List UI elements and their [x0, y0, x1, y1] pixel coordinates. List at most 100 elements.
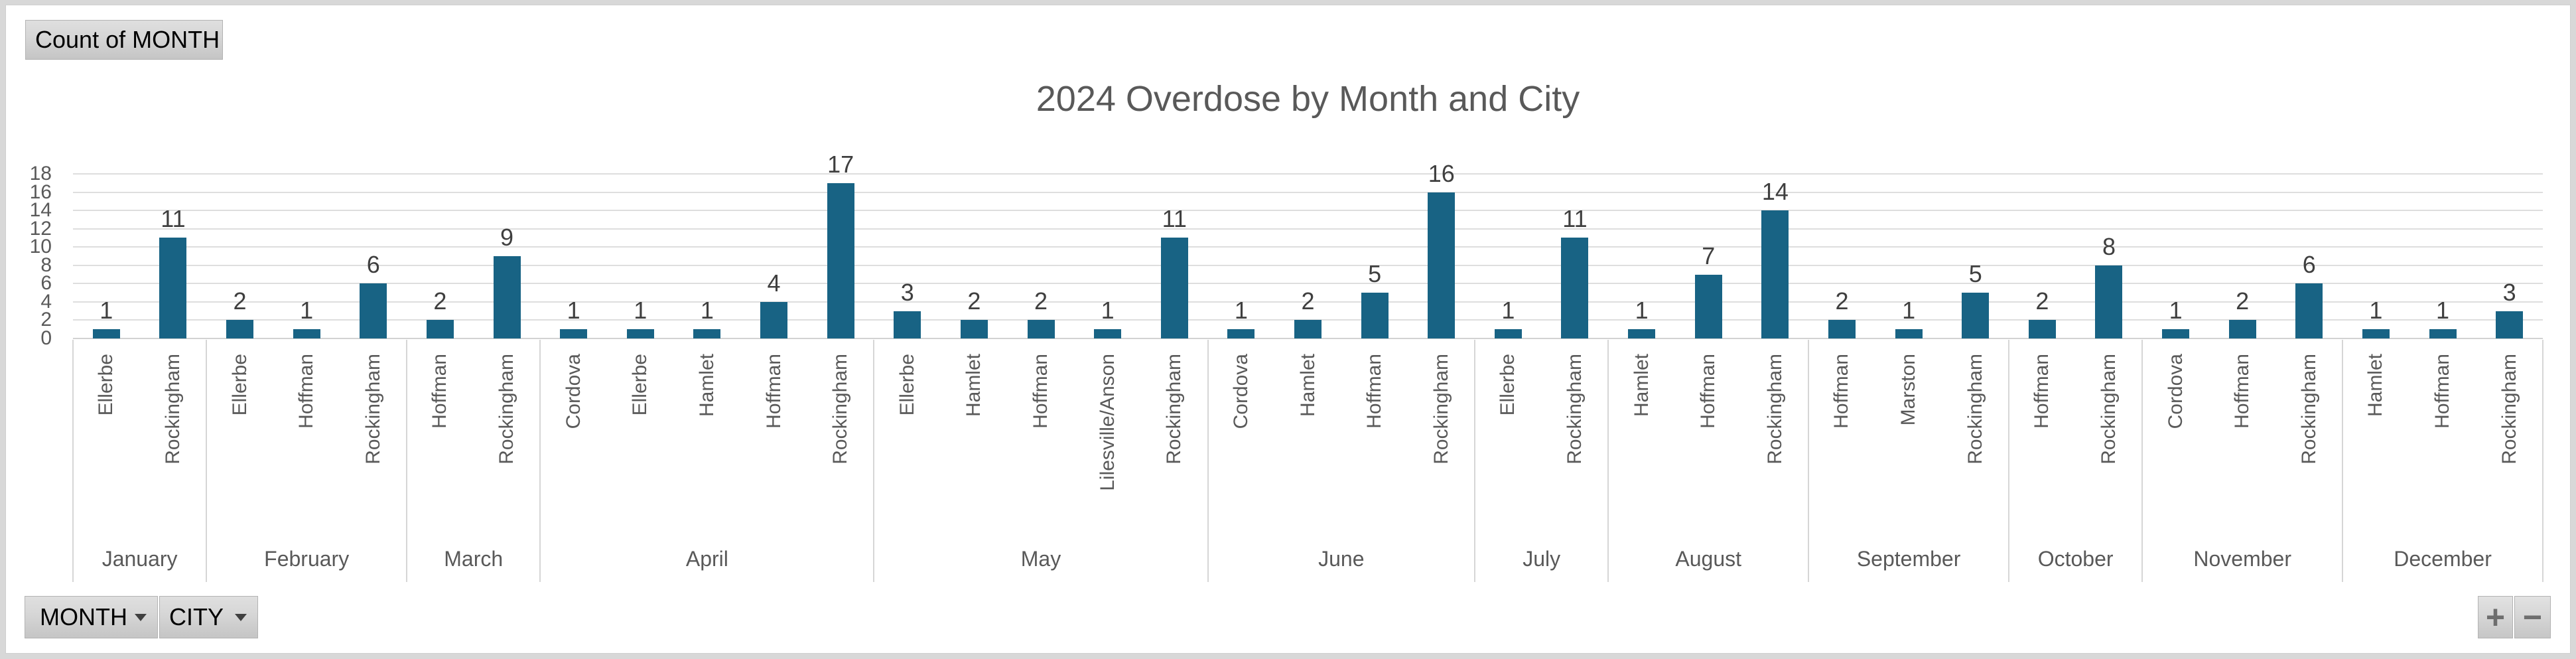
bar[interactable] [360, 283, 387, 338]
data-label: 1 [1101, 297, 1115, 325]
bar[interactable] [894, 311, 921, 338]
gridline [73, 210, 2543, 212]
data-label: 6 [366, 251, 380, 279]
axis-separator [2542, 340, 2543, 582]
data-label: 2 [967, 287, 981, 315]
data-label: 7 [1702, 242, 1716, 269]
bar[interactable] [960, 320, 988, 338]
bar[interactable] [1628, 329, 1656, 338]
data-label: 1 [300, 297, 314, 325]
bar[interactable] [1027, 320, 1055, 338]
data-label: 1 [567, 297, 580, 325]
y-axis-tick-label: 0 [40, 327, 52, 349]
bar[interactable] [2496, 311, 2524, 338]
y-axis-tick-label: 10 [29, 236, 52, 258]
bar[interactable] [827, 183, 854, 338]
bar[interactable] [1895, 329, 1923, 338]
chevron-down-icon [135, 614, 147, 621]
bar[interactable] [1428, 192, 1456, 338]
data-label: 2 [1835, 287, 1849, 315]
collapse-entire-field-button[interactable]: − [2514, 596, 2551, 638]
month-axis-label: November [2193, 547, 2291, 571]
city-field-button[interactable]: CITY [159, 596, 258, 638]
bar[interactable] [226, 320, 254, 338]
bar[interactable] [293, 329, 320, 338]
gridline [73, 191, 2543, 193]
bar[interactable] [693, 329, 721, 338]
month-axis-label: August [1675, 547, 1742, 571]
gridline [73, 283, 2543, 285]
bar[interactable] [1561, 238, 1589, 338]
y-axis-tick-label: 18 [29, 163, 52, 184]
month-field-label: MONTH [40, 603, 127, 630]
axis-separator [406, 340, 408, 582]
bar[interactable] [2295, 283, 2323, 338]
value-field-button[interactable]: Count of MONTH [25, 20, 223, 60]
month-axis-label: February [264, 547, 350, 571]
gridline [73, 264, 2543, 266]
bar[interactable] [2028, 320, 2056, 338]
y-axis-tick-label: 12 [29, 217, 52, 240]
bar[interactable] [2162, 329, 2190, 338]
month-axis-label: October [2037, 547, 2114, 571]
data-label: 6 [2302, 251, 2316, 279]
bar[interactable] [2095, 265, 2123, 338]
axis-separator [1808, 340, 1810, 582]
bar[interactable] [1694, 274, 1722, 338]
gridline [73, 173, 2543, 175]
data-label: 1 [2169, 297, 2183, 325]
month-axis-label: July [1523, 547, 1561, 571]
bar[interactable] [760, 301, 788, 338]
gridline [73, 246, 2543, 248]
bar[interactable] [1962, 293, 1990, 338]
data-label: 1 [700, 297, 714, 325]
expand-entire-field-button[interactable]: + [2478, 596, 2513, 638]
month-field-button[interactable]: MONTH [25, 596, 158, 638]
data-label: 1 [1635, 297, 1649, 325]
y-axis-tick-label: 2 [40, 309, 52, 331]
data-label: 1 [1234, 297, 1248, 325]
bar[interactable] [426, 320, 454, 338]
data-label: 11 [161, 205, 186, 233]
bar[interactable] [1094, 329, 1122, 338]
bar[interactable] [1761, 210, 1789, 338]
bar[interactable] [1828, 320, 1856, 338]
data-label: 1 [634, 297, 647, 325]
bar[interactable] [493, 256, 521, 338]
data-label: 16 [1428, 159, 1455, 187]
data-label: 11 [1162, 205, 1187, 233]
bar[interactable] [1294, 320, 1322, 338]
bar[interactable] [626, 329, 654, 338]
bar[interactable] [560, 329, 588, 338]
y-axis-tick-label: 14 [29, 199, 52, 222]
data-label: 11 [1562, 205, 1588, 233]
bar[interactable] [1361, 293, 1389, 338]
bar[interactable] [159, 238, 187, 338]
month-axis-label: May [1020, 547, 1061, 571]
y-axis-tick-label: 6 [40, 272, 52, 295]
month-axis-label: June [1318, 547, 1365, 571]
month-axis-label: December [2394, 547, 2492, 571]
bar[interactable] [1494, 329, 1522, 338]
month-axis-label: September [1856, 547, 1961, 571]
data-label: 1 [1501, 297, 1515, 325]
bar[interactable] [1227, 329, 1255, 338]
gridline [73, 228, 2543, 230]
bar[interactable] [2429, 329, 2457, 338]
bar[interactable] [2362, 329, 2390, 338]
month-axis-label: April [685, 547, 728, 571]
axis-separator [1474, 340, 1476, 582]
bar[interactable] [2228, 320, 2256, 338]
data-label: 1 [2369, 297, 2383, 325]
data-label: 2 [2035, 287, 2049, 315]
bar[interactable] [1160, 238, 1188, 338]
axis-separator [873, 340, 875, 582]
month-axis-label: March [444, 547, 504, 571]
bar[interactable] [92, 329, 120, 338]
y-axis-tick-label: 8 [40, 254, 52, 276]
data-label: 3 [2502, 278, 2516, 306]
data-label: 2 [1301, 287, 1315, 315]
data-label: 3 [900, 278, 914, 306]
y-axis-tick-label: 16 [29, 181, 52, 203]
